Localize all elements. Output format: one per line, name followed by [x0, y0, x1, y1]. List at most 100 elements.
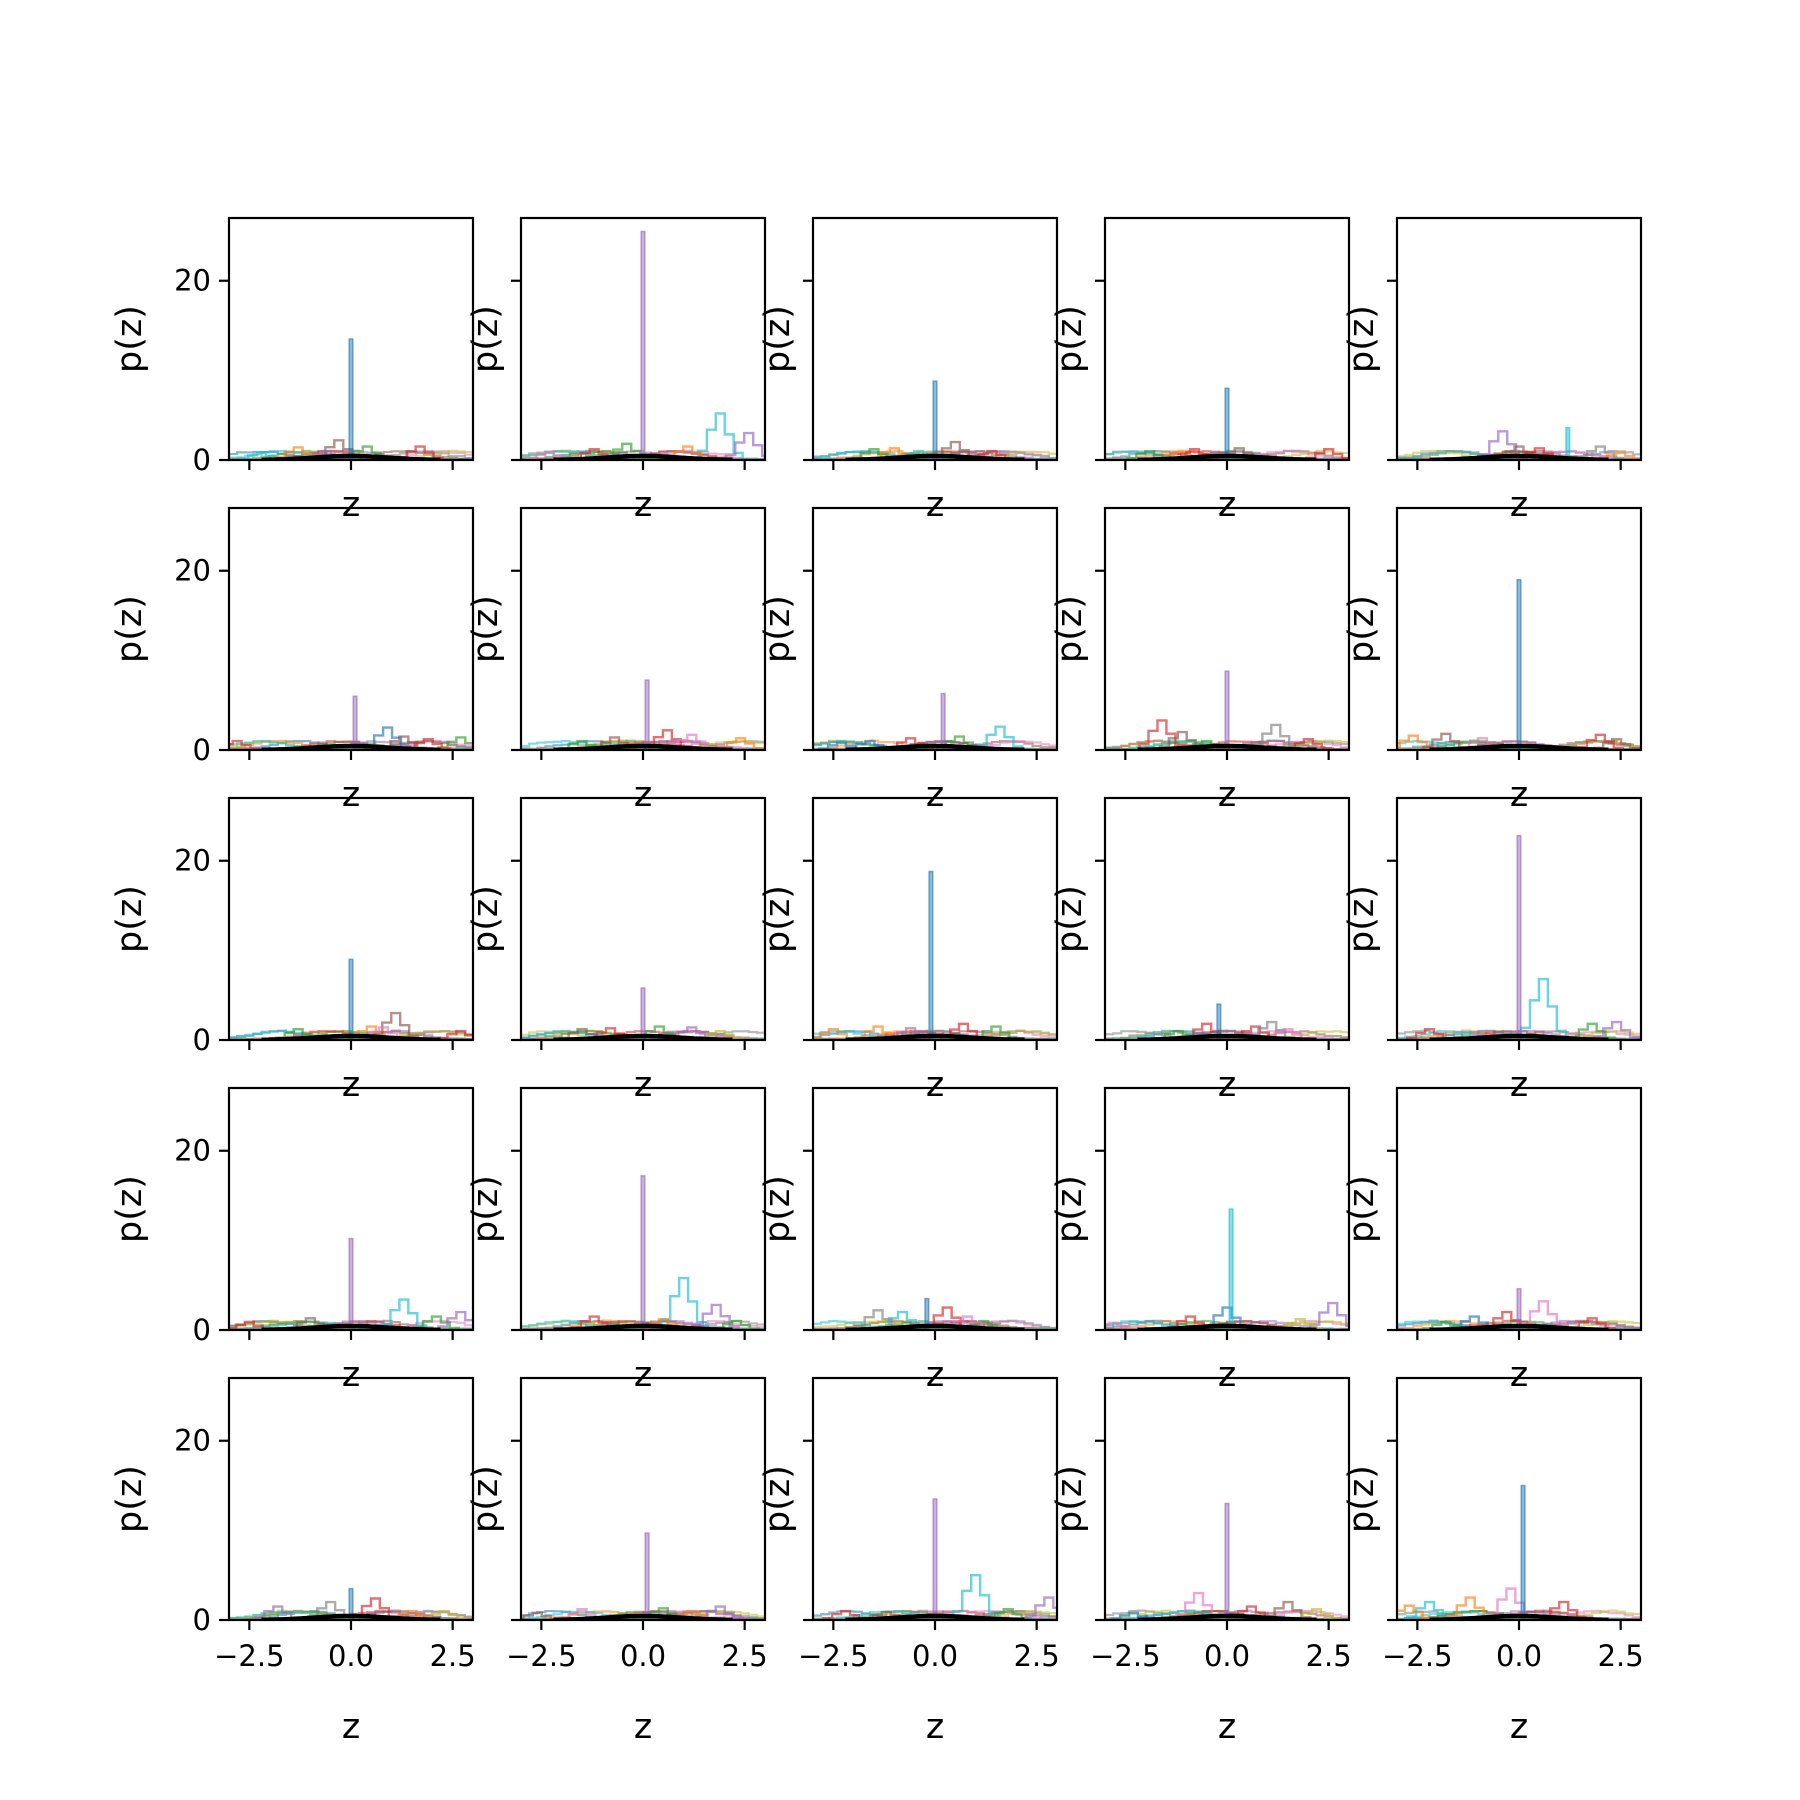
y-axis-label: p(z): [1050, 885, 1090, 953]
bump-histogram-2: [1252, 723, 1300, 750]
y-axis-label: p(z): [1050, 305, 1090, 373]
x-tick-label: 0.0: [1204, 1639, 1250, 1673]
x-tick-label: 2.5: [430, 1639, 476, 1673]
y-axis-label: p(z): [1342, 595, 1382, 663]
y-tick-label: 20: [174, 1424, 211, 1458]
bump-histogram-0: [1138, 719, 1186, 750]
subplot-frame: [227, 506, 475, 752]
subplot-frame: [519, 1376, 767, 1622]
x-axis-label: z: [634, 485, 652, 525]
x-axis-label: z: [1510, 1355, 1528, 1395]
y-tick-label: 20: [174, 264, 211, 298]
subplot-r4-c1: −2.5 0.0 2.5 z p(z): [466, 1376, 768, 1747]
spike-bar: [644, 1532, 650, 1620]
x-tick-label: −2.5: [1382, 1639, 1452, 1673]
subplot-plot-area: [229, 695, 473, 750]
spike-bar: [640, 1175, 646, 1330]
x-tick-label: −2.5: [1090, 1639, 1160, 1673]
x-axis-label: z: [1510, 1707, 1528, 1747]
subplot-r1-c2: z p(z): [758, 506, 1059, 815]
y-axis-label: p(z): [466, 1175, 506, 1243]
y-axis-label: p(z): [758, 1175, 798, 1243]
x-axis-label: z: [926, 1707, 944, 1747]
x-axis-label: z: [1218, 1355, 1236, 1395]
y-axis-label: p(z): [110, 595, 150, 663]
subplot-plot-area: [521, 679, 765, 750]
spike-bar: [352, 695, 358, 750]
y-axis-label: p(z): [758, 1465, 798, 1533]
subplot-r3-c2: z p(z): [758, 1086, 1059, 1395]
spike-bar: [348, 1237, 354, 1330]
subplot-r1-c1: z p(z): [466, 506, 767, 815]
subplot-plot-area: [521, 987, 765, 1040]
y-tick-label: 0: [193, 1023, 211, 1057]
subplot-frame: [1103, 796, 1351, 1042]
y-axis-label: p(z): [110, 885, 150, 953]
subplot-plot-area: [1397, 578, 1641, 750]
subplot-r2-c4: z p(z): [1342, 796, 1643, 1105]
x-axis-label: z: [634, 1355, 652, 1395]
y-axis-label: p(z): [1342, 1465, 1382, 1533]
x-tick-label: 0.0: [328, 1639, 374, 1673]
subplot-r0-c0: 0 20 z p(z): [110, 216, 475, 525]
subplot-plot-area: [521, 230, 765, 460]
subplot-plot-area: [1397, 834, 1641, 1040]
spike-bar: [924, 1297, 930, 1330]
y-axis-label: p(z): [758, 595, 798, 663]
subplot-frame: [811, 506, 1059, 752]
y-axis-label: p(z): [1342, 885, 1382, 953]
bump-histogram-3: [976, 725, 1024, 750]
y-tick-label: 20: [174, 1134, 211, 1168]
y-tick-label: 20: [174, 844, 211, 878]
subplot-r3-c3: z p(z): [1050, 1086, 1351, 1395]
bump-histogram-2: [380, 1298, 428, 1330]
spike-bar: [644, 679, 650, 750]
subplot-plot-area: [1105, 670, 1349, 750]
spike-bar: [1224, 1502, 1230, 1620]
x-axis-label: z: [1510, 485, 1528, 525]
x-axis-label: z: [1510, 775, 1528, 815]
y-tick-label: 0: [193, 443, 211, 477]
subplot-r3-c4: z p(z): [1342, 1086, 1643, 1395]
subplot-plot-area: [1397, 1484, 1641, 1620]
subplot-r1-c3: z p(z): [1050, 506, 1351, 815]
subplot-r0-c1: z p(z): [466, 216, 767, 525]
bump-histogram-3: [1309, 1301, 1349, 1330]
x-axis-label: z: [634, 775, 652, 815]
y-axis-label: p(z): [466, 595, 506, 663]
subplot-r3-c0: 0 20 z p(z): [110, 1086, 475, 1395]
x-tick-label: 0.0: [912, 1639, 958, 1673]
spike-bar: [348, 338, 354, 460]
bump-histogram-2: [1025, 1596, 1057, 1620]
y-axis-label: p(z): [1050, 1175, 1090, 1243]
y-axis-label: p(z): [110, 1465, 150, 1533]
subplot-plot-area: [813, 1498, 1057, 1620]
subplot-plot-area: [521, 1532, 765, 1620]
x-tick-label: 2.5: [1306, 1639, 1352, 1673]
subplot-plot-area: [521, 1175, 765, 1330]
x-axis-label: z: [1218, 1707, 1236, 1747]
x-axis-label: z: [634, 1065, 652, 1105]
subplot-frame: [811, 1086, 1059, 1332]
subplot-frame: [519, 506, 767, 752]
y-axis-label: p(z): [1342, 1175, 1382, 1243]
spike-bar: [640, 987, 646, 1040]
subplot-r2-c0: 0 20 z p(z): [110, 796, 475, 1105]
subplot-frame: [227, 1376, 475, 1622]
spike-bar: [1520, 1484, 1526, 1620]
subplot-r4-c2: −2.5 0.0 2.5 z p(z): [758, 1376, 1060, 1747]
x-axis-label: z: [926, 485, 944, 525]
x-axis-label: z: [926, 1355, 944, 1395]
subplot-r4-c3: −2.5 0.0 2.5 z p(z): [1050, 1376, 1352, 1747]
subplot-plot-area: [1105, 1208, 1349, 1330]
x-axis-label: z: [634, 1707, 652, 1747]
x-tick-label: 2.5: [722, 1639, 768, 1673]
x-tick-label: 2.5: [1014, 1639, 1060, 1673]
bump-histogram-1: [952, 1573, 1000, 1620]
spike-bar: [1224, 387, 1230, 460]
subplot-plot-area: [813, 1297, 1057, 1330]
spike-bar: [1516, 834, 1522, 1040]
subplot-frame: [811, 796, 1059, 1042]
spike-bar: [348, 1587, 354, 1620]
